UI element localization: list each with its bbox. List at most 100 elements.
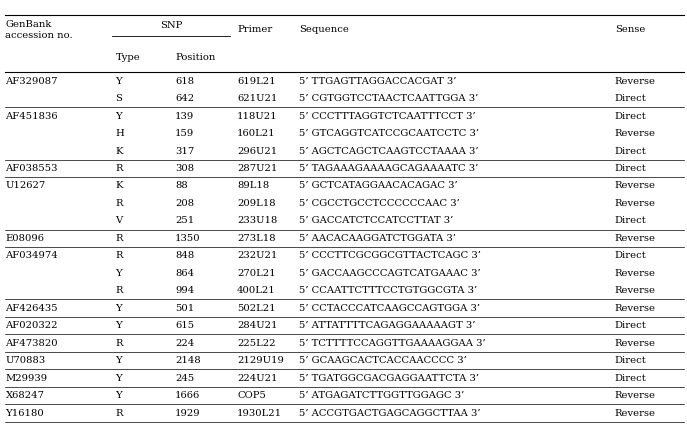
Text: 615: 615 <box>175 321 194 330</box>
Text: 317: 317 <box>175 147 194 155</box>
Text: Reverse: Reverse <box>615 304 656 313</box>
Text: 233U18: 233U18 <box>237 216 278 225</box>
Text: AF020322: AF020322 <box>5 321 58 330</box>
Text: 5’ ATTATTTTCAGAGGAAAAAGT 3’: 5’ ATTATTTTCAGAGGAAAAAGT 3’ <box>299 321 475 330</box>
Text: Sense: Sense <box>615 25 645 35</box>
Text: 224U21: 224U21 <box>237 374 278 383</box>
Text: 5’ AACACAAGGATCTGGATA 3’: 5’ AACACAAGGATCTGGATA 3’ <box>299 234 455 243</box>
Text: 848: 848 <box>175 251 194 260</box>
Text: Direct: Direct <box>615 374 646 383</box>
Text: 5’ TCTTTTCCAGGTTGAAAAGGAA 3’: 5’ TCTTTTCCAGGTTGAAAAGGAA 3’ <box>299 339 486 348</box>
Text: 2129U19: 2129U19 <box>237 356 284 365</box>
Text: 224: 224 <box>175 339 194 348</box>
Text: Y: Y <box>115 391 122 400</box>
Text: 1930L21: 1930L21 <box>237 409 282 417</box>
Text: Direct: Direct <box>615 164 646 173</box>
Text: Y: Y <box>115 77 122 86</box>
Text: Direct: Direct <box>615 216 646 225</box>
Text: Direct: Direct <box>615 94 646 103</box>
Text: 270L21: 270L21 <box>237 269 275 278</box>
Text: 5’ TAGAAAGAAAAGCAGAAAATC 3’: 5’ TAGAAAGAAAAGCAGAAAATC 3’ <box>299 164 478 173</box>
Text: R: R <box>115 164 123 173</box>
Text: 5’ TTGAGTTAGGACCACGAT 3’: 5’ TTGAGTTAGGACCACGAT 3’ <box>299 77 456 86</box>
Text: Reverse: Reverse <box>615 199 656 208</box>
Text: R: R <box>115 339 123 348</box>
Text: 5’ CGTGGTCCTAACTCAATTGGA 3’: 5’ CGTGGTCCTAACTCAATTGGA 3’ <box>299 94 478 103</box>
Text: Direct: Direct <box>615 112 646 121</box>
Text: 251: 251 <box>175 216 194 225</box>
Text: S: S <box>115 94 122 103</box>
Text: Y: Y <box>115 356 122 365</box>
Text: 400L21: 400L21 <box>237 286 275 295</box>
Text: Reverse: Reverse <box>615 409 656 417</box>
Text: AF329087: AF329087 <box>5 77 58 86</box>
Text: 5’ GACCAAGCCCAGTCATGAAAC 3’: 5’ GACCAAGCCCAGTCATGAAAC 3’ <box>299 269 480 278</box>
Text: 5’ GCAAGCACTCACCAACCCC 3’: 5’ GCAAGCACTCACCAACCCC 3’ <box>299 356 466 365</box>
Text: Reverse: Reverse <box>615 181 656 190</box>
Text: Y: Y <box>115 374 122 383</box>
Text: 5’ AGCTCAGCTCAAGTCCTAAAA 3’: 5’ AGCTCAGCTCAAGTCCTAAAA 3’ <box>299 147 478 155</box>
Text: AF426435: AF426435 <box>5 304 58 313</box>
Text: 621U21: 621U21 <box>237 94 278 103</box>
Text: K: K <box>115 147 123 155</box>
Text: K: K <box>115 181 123 190</box>
Text: 642: 642 <box>175 94 194 103</box>
Text: 5’ CCCTTCGCGGCGTTACTCAGC 3’: 5’ CCCTTCGCGGCGTTACTCAGC 3’ <box>299 251 481 260</box>
Text: 5’ ATGAGATCTTGGTTGGAGC 3’: 5’ ATGAGATCTTGGTTGGAGC 3’ <box>299 391 464 400</box>
Text: COP5: COP5 <box>237 391 266 400</box>
Text: Direct: Direct <box>615 321 646 330</box>
Text: R: R <box>115 199 123 208</box>
Text: 118U21: 118U21 <box>237 112 278 121</box>
Text: Y: Y <box>115 304 122 313</box>
Text: 159: 159 <box>175 129 194 138</box>
Text: U12627: U12627 <box>5 181 46 190</box>
Text: 245: 245 <box>175 374 194 383</box>
Text: Reverse: Reverse <box>615 339 656 348</box>
Text: Y: Y <box>115 321 122 330</box>
Text: SNP: SNP <box>160 21 182 30</box>
Text: 225L22: 225L22 <box>237 339 275 348</box>
Text: Reverse: Reverse <box>615 234 656 243</box>
Text: AF451836: AF451836 <box>5 112 58 121</box>
Text: 308: 308 <box>175 164 194 173</box>
Text: 864: 864 <box>175 269 194 278</box>
Text: Y16180: Y16180 <box>5 409 44 417</box>
Text: 502L21: 502L21 <box>237 304 275 313</box>
Text: 5’ ACCGTGACTGAGCAGGCTTAA 3’: 5’ ACCGTGACTGAGCAGGCTTAA 3’ <box>299 409 480 417</box>
Text: 284U21: 284U21 <box>237 321 278 330</box>
Text: R: R <box>115 409 123 417</box>
Text: 139: 139 <box>175 112 194 121</box>
Text: AF038553: AF038553 <box>5 164 58 173</box>
Text: R: R <box>115 234 123 243</box>
Text: Reverse: Reverse <box>615 391 656 400</box>
Text: GenBank
accession no.: GenBank accession no. <box>5 20 73 40</box>
Text: 2148: 2148 <box>175 356 201 365</box>
Text: Direct: Direct <box>615 356 646 365</box>
Text: R: R <box>115 286 123 295</box>
Text: 1350: 1350 <box>175 234 201 243</box>
Text: 88: 88 <box>175 181 188 190</box>
Text: 1929: 1929 <box>175 409 201 417</box>
Text: 209L18: 209L18 <box>237 199 275 208</box>
Text: Y: Y <box>115 269 122 278</box>
Text: 287U21: 287U21 <box>237 164 278 173</box>
Text: Reverse: Reverse <box>615 286 656 295</box>
Text: 208: 208 <box>175 199 194 208</box>
Text: Y: Y <box>115 112 122 121</box>
Text: Sequence: Sequence <box>299 25 349 35</box>
Text: M29939: M29939 <box>5 374 47 383</box>
Text: U70883: U70883 <box>5 356 46 365</box>
Text: 994: 994 <box>175 286 194 295</box>
Text: Type: Type <box>115 53 140 62</box>
Text: 160L21: 160L21 <box>237 129 275 138</box>
Text: AF473820: AF473820 <box>5 339 58 348</box>
Text: 5’ GACCATCTCCATCCTTAT 3’: 5’ GACCATCTCCATCCTTAT 3’ <box>299 216 453 225</box>
Text: 5’ CCCTTTAGGTCTCAATTTCCT 3’: 5’ CCCTTTAGGTCTCAATTTCCT 3’ <box>299 112 475 121</box>
Text: 273L18: 273L18 <box>237 234 275 243</box>
Text: 501: 501 <box>175 304 194 313</box>
Text: 5’ CGCCTGCCTCCCCCCAAC 3’: 5’ CGCCTGCCTCCCCCCAAC 3’ <box>299 199 460 208</box>
Text: 5’ CCTACCCATCAAGCCAGTGGA 3’: 5’ CCTACCCATCAAGCCAGTGGA 3’ <box>299 304 480 313</box>
Text: Reverse: Reverse <box>615 77 656 86</box>
Text: 5’ GTCAGGTCATCCGCAATCCTC 3’: 5’ GTCAGGTCATCCGCAATCCTC 3’ <box>299 129 479 138</box>
Text: Primer: Primer <box>237 25 272 35</box>
